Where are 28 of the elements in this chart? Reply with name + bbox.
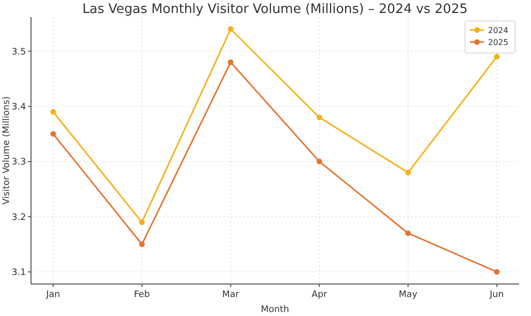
chart-title: Las Vegas Monthly Visitor Volume (Millions) – 2024 vs 2025 xyxy=(82,2,468,17)
x-tick-label: Jun xyxy=(488,290,504,300)
point xyxy=(494,269,500,275)
y-tick-label: 3.3 xyxy=(12,158,26,168)
x-tick-label: Apr xyxy=(312,290,328,300)
legend-label: 2024 xyxy=(488,26,508,35)
point xyxy=(50,109,56,115)
y-tick-label: 3.2 xyxy=(12,212,26,223)
y-tick-label: 3.4 xyxy=(12,102,26,113)
y-tick-label: 3.1 xyxy=(12,268,26,278)
x-tick-label: May xyxy=(398,290,418,300)
point xyxy=(139,219,145,226)
x-tick-label: Jan xyxy=(45,290,60,300)
legend-label: 2025 xyxy=(488,38,508,47)
point xyxy=(228,59,234,66)
y-tick-label: 3.5 xyxy=(12,47,26,58)
point xyxy=(405,230,411,236)
y-axis-title: Visitor Volume (Millions) xyxy=(2,96,12,205)
point xyxy=(316,114,322,120)
point xyxy=(494,54,500,60)
point xyxy=(228,26,234,32)
x-tick-label: Mar xyxy=(222,290,240,300)
point xyxy=(405,170,411,176)
point xyxy=(139,241,145,248)
point xyxy=(50,131,56,137)
point xyxy=(316,158,322,164)
x-tick-label: Feb xyxy=(134,290,150,300)
x-axis-title: Month xyxy=(260,305,290,315)
